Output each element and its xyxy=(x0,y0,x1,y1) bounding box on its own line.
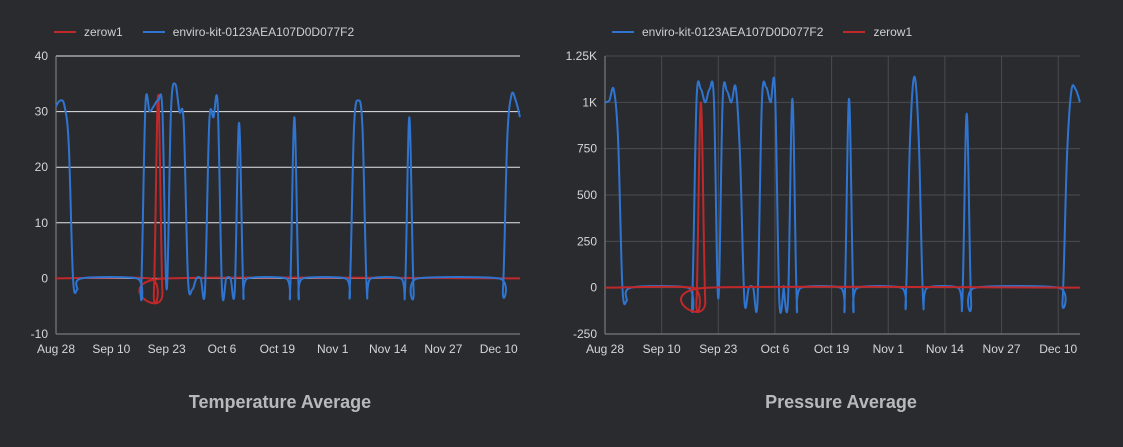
x-tick-label: Nov 1 xyxy=(873,342,905,356)
y-tick-label: 30 xyxy=(35,105,49,119)
y-tick-label: 750 xyxy=(577,142,597,156)
x-tick-label: Nov 1 xyxy=(317,342,349,356)
temperature-plot: -10 0 10 20 30 40 Aug 28 Sep 10 Sep 23 Oct 6 Oct 1… xyxy=(31,49,521,356)
legend-swatch xyxy=(612,31,634,33)
legend-label: enviro-kit-0123AEA107D0D077F2 xyxy=(172,25,355,39)
x-tick-label: Aug 28 xyxy=(586,342,624,356)
temperature-chart-panel: zerow1 enviro-kit-0123AEA107D0D077F2 -10… xyxy=(0,0,560,447)
legend-item-zerow1[interactable]: zerow1 xyxy=(54,25,123,39)
y-tick-label: 10 xyxy=(35,216,49,230)
y-tick-label: 1K xyxy=(582,95,597,109)
y-tick-label: 1.25K xyxy=(566,49,597,63)
grid xyxy=(56,55,520,335)
y-tick-label: 20 xyxy=(35,160,49,174)
x-tick-label: Nov 27 xyxy=(424,342,462,356)
y-tick-label: 0 xyxy=(590,281,597,295)
chart-title: Temperature Average xyxy=(188,392,372,412)
pressure-chart-panel: enviro-kit-0123AEA107D0D077F2 zerow1 -25… xyxy=(561,0,1121,447)
pressure-plot: -250 0 250 500 750 1K 1.25K Aug 28 Sep 10 Sep 23 O… xyxy=(566,49,1081,356)
legend-swatch xyxy=(142,31,165,33)
x-tick-label: Sep 23 xyxy=(148,342,186,356)
chart-title: Pressure Average xyxy=(765,392,917,412)
x-tick-label: Oct 6 xyxy=(208,342,237,356)
series-line-zerow1[interactable] xyxy=(604,101,1081,313)
y-tick-label: 500 xyxy=(577,188,597,202)
legend-swatch xyxy=(843,31,866,33)
legend-item-enviro-kit[interactable]: enviro-kit-0123AEA107D0D077F2 xyxy=(612,25,823,39)
x-tick-label: Oct 6 xyxy=(761,342,790,356)
x-tick-label: Sep 10 xyxy=(643,342,681,356)
legend-item-zerow1[interactable]: zerow1 xyxy=(843,25,912,39)
x-tick-label: Oct 19 xyxy=(814,342,850,356)
y-tick-label: -250 xyxy=(573,327,597,341)
chart-legend[interactable]: enviro-kit-0123AEA107D0D077F2 zerow1 xyxy=(612,25,932,39)
y-tick-label: -10 xyxy=(31,327,49,341)
x-tick-label: Sep 23 xyxy=(699,342,737,356)
x-tick-label: Aug 28 xyxy=(37,342,75,356)
y-tick-label: 250 xyxy=(577,234,597,248)
legend-swatch xyxy=(54,31,76,33)
legend-label: zerow1 xyxy=(873,25,913,39)
x-tick-label: Oct 19 xyxy=(260,342,296,356)
chart-legend[interactable]: zerow1 enviro-kit-0123AEA107D0D077F2 xyxy=(54,25,374,39)
x-tick-label: Sep 10 xyxy=(92,342,130,356)
x-tick-label: Nov 14 xyxy=(926,342,964,356)
x-tick-label: Dec 10 xyxy=(480,342,518,356)
legend-label: enviro-kit-0123AEA107D0D077F2 xyxy=(642,25,824,39)
y-tick-label: 0 xyxy=(41,271,48,285)
x-tick-label: Nov 27 xyxy=(983,342,1021,356)
x-tick-label: Nov 14 xyxy=(369,342,407,356)
x-tick-label: Dec 10 xyxy=(1039,342,1077,356)
series-line-enviro-kit-0123AEA107D0D077F2[interactable] xyxy=(55,82,521,301)
y-tick-label: 40 xyxy=(35,49,49,63)
series-line-zerow1[interactable] xyxy=(55,93,521,305)
legend-item-enviro-kit[interactable]: enviro-kit-0123AEA107D0D077F2 xyxy=(142,25,355,39)
legend-label: zerow1 xyxy=(84,25,123,39)
